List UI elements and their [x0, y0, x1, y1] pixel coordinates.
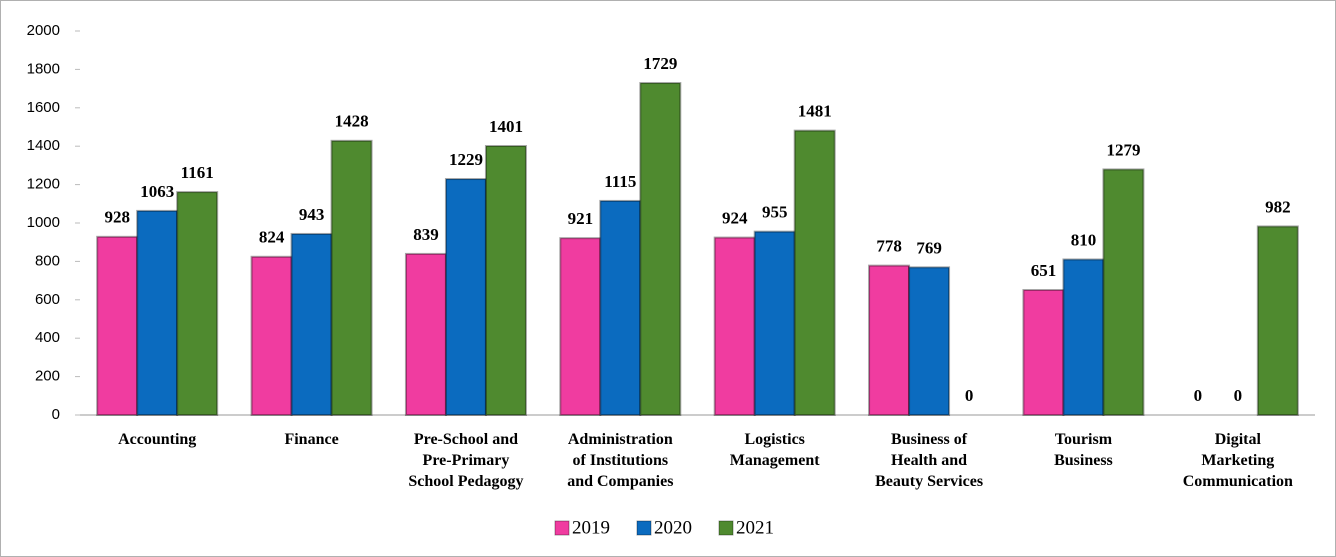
legend-swatch — [718, 520, 734, 536]
bar — [484, 145, 527, 416]
data-label: 1279 — [1106, 140, 1140, 159]
y-tick-label: 1800 — [27, 60, 60, 77]
y-tick-label: 1400 — [27, 137, 60, 154]
x-tick-label: Business of Health and Beauty Services — [875, 431, 983, 490]
data-label: 982 — [1265, 197, 1291, 216]
y-tick-label: 2000 — [27, 22, 60, 39]
bar — [404, 252, 447, 416]
y-tick-label: 800 — [35, 252, 60, 269]
legend-swatch — [554, 520, 570, 536]
x-tick-label: Tourism Business — [1054, 431, 1113, 469]
bar — [250, 255, 293, 416]
y-tick-label: 1200 — [27, 176, 60, 193]
bar — [1022, 289, 1065, 416]
data-label: 0 — [1194, 386, 1203, 405]
data-label: 1428 — [335, 112, 369, 131]
bar — [176, 191, 219, 416]
data-label: 1481 — [798, 102, 832, 121]
y-tick-label: 1600 — [27, 99, 60, 116]
bar — [793, 129, 836, 416]
bar — [639, 82, 682, 416]
legend-swatch — [636, 520, 652, 536]
bar — [444, 178, 487, 416]
y-tick-label: 200 — [35, 368, 60, 385]
data-label: 824 — [259, 228, 285, 247]
data-label: 1161 — [181, 163, 214, 182]
data-label: 1229 — [449, 150, 483, 169]
legend-label: 2021 — [736, 517, 774, 538]
data-label: 1115 — [604, 172, 636, 191]
bar — [330, 139, 373, 416]
y-tick-label: 600 — [35, 291, 60, 308]
bar — [136, 209, 179, 416]
data-label: 1063 — [140, 182, 174, 201]
bar — [559, 237, 602, 416]
y-tick-label: 1000 — [27, 214, 60, 231]
bar — [713, 236, 756, 416]
bar — [868, 264, 911, 416]
x-tick-label: Finance — [284, 431, 338, 448]
bar — [599, 199, 642, 416]
x-tick-label: Digital Marketing Communication — [1183, 431, 1293, 490]
bar — [1102, 168, 1145, 416]
bar — [290, 232, 333, 416]
data-label: 0 — [965, 386, 974, 405]
data-label: 1729 — [643, 54, 677, 73]
legend-label: 2020 — [654, 517, 692, 538]
bar — [96, 235, 139, 416]
data-label: 1401 — [489, 117, 523, 136]
data-label: 955 — [762, 203, 788, 222]
bar — [908, 266, 951, 416]
data-label: 921 — [568, 209, 594, 228]
y-tick-label: 0 — [52, 406, 60, 423]
x-tick-label: Accounting — [118, 431, 196, 448]
data-label: 810 — [1071, 230, 1097, 249]
data-label: 924 — [722, 208, 748, 227]
legend-label: 2019 — [572, 517, 610, 538]
x-tick-label: Pre-School and Pre-Primary School Pedagogy — [408, 431, 523, 490]
bar — [1062, 258, 1105, 417]
data-label: 778 — [876, 237, 902, 256]
x-tick-label: Administration of Institutions and Compani… — [567, 431, 673, 490]
data-label: 769 — [916, 238, 942, 257]
data-label: 928 — [104, 208, 130, 227]
data-label: 943 — [299, 205, 325, 224]
bar — [1256, 225, 1299, 416]
x-tick-label: Logistics Management — [730, 431, 820, 469]
data-label: 651 — [1031, 261, 1057, 280]
y-tick-label: 400 — [35, 329, 60, 346]
data-label: 839 — [413, 225, 439, 244]
bar — [753, 230, 796, 416]
data-label: 0 — [1234, 386, 1243, 405]
